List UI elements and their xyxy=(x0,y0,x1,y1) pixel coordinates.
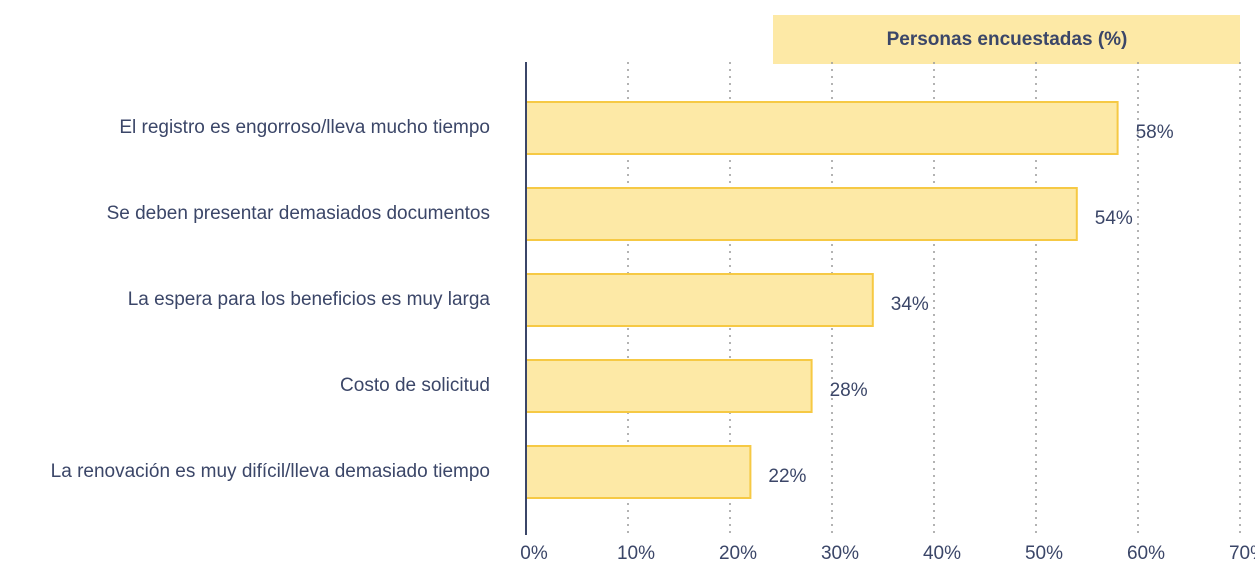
y-tick-label: Costo de solicitud xyxy=(340,375,490,396)
bar xyxy=(525,359,813,413)
bar xyxy=(525,445,752,499)
value-label: 28% xyxy=(830,380,868,401)
bar xyxy=(525,273,874,327)
x-tick-label: 0% xyxy=(520,543,548,564)
y-tick-label: Se deben presentar demasiados documentos xyxy=(106,203,490,224)
x-tick-label: 50% xyxy=(1025,543,1063,564)
bar xyxy=(525,187,1078,241)
legend-label: Personas encuestadas (%) xyxy=(887,29,1128,50)
y-tick-label: El registro es engorroso/lleva mucho tie… xyxy=(119,117,490,138)
y-tick-label: La renovación es muy difícil/lleva demas… xyxy=(50,461,490,482)
x-tick-label: 30% xyxy=(821,543,859,564)
y-tick-label: La espera para los beneficios es muy lar… xyxy=(127,289,490,310)
x-tick-label: 70% xyxy=(1229,543,1255,564)
legend-box xyxy=(773,15,1240,64)
x-tick-label: 10% xyxy=(617,543,655,564)
x-tick-label: 40% xyxy=(923,543,961,564)
value-label: 34% xyxy=(891,294,929,315)
value-label: 58% xyxy=(1136,122,1174,143)
value-label: 54% xyxy=(1095,208,1133,229)
x-tick-label: 60% xyxy=(1127,543,1165,564)
value-label: 22% xyxy=(768,466,806,487)
x-tick-label: 20% xyxy=(719,543,757,564)
bar xyxy=(525,101,1119,155)
